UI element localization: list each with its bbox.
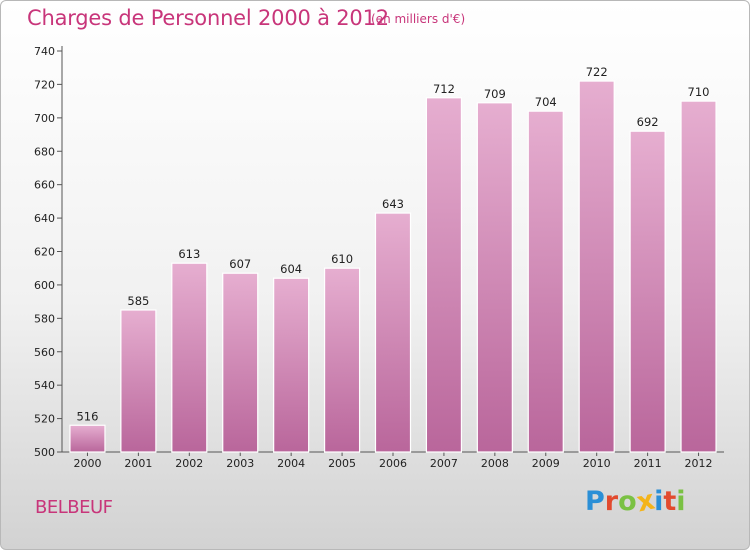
logo-letter: i	[676, 486, 686, 517]
logo-letter: i	[654, 486, 664, 517]
y-tick-label: 600	[34, 279, 55, 292]
x-tick-label: 2006	[379, 457, 407, 470]
data-label-2005: 610	[331, 252, 353, 266]
data-label-2004: 604	[280, 262, 302, 276]
bar-2004	[273, 277, 310, 453]
data-labels: 516 585 613 607 604 610 643 712 709 704 722 692 710	[76, 65, 709, 423]
data-label-2003: 607	[229, 257, 251, 271]
y-tick-label: 700	[34, 112, 55, 125]
bar-2007	[425, 97, 463, 453]
x-axis: 2000 2001 2002 2003 2004 2005 2006 2007 2008 2009…	[62, 451, 724, 470]
logo-letter: P	[585, 486, 605, 517]
bar-2003	[222, 272, 259, 453]
x-tick-label: 2002	[175, 457, 203, 470]
bar-2005	[323, 267, 361, 453]
data-label-2012: 710	[688, 85, 710, 99]
chart-title: Charges de Personnel 2000 à 2012	[27, 6, 389, 30]
y-tick-label: 500	[34, 446, 55, 459]
y-tick-label: 580	[34, 312, 55, 325]
x-tick-label: 2007	[430, 457, 458, 470]
data-label-2010: 722	[586, 65, 608, 79]
bar-2001	[120, 309, 157, 453]
data-label-2000: 516	[76, 409, 98, 423]
bar-2011	[629, 130, 666, 453]
y-axis: 500 520 540 560 580 600 620 640 660 680 700 720 740	[34, 45, 63, 459]
x-tick-label: 2004	[277, 457, 305, 470]
bar-2002	[171, 262, 208, 453]
bars	[69, 80, 717, 453]
x-tick-label: 2008	[481, 457, 509, 470]
bar-2008	[476, 102, 513, 453]
x-tick-label: 2009	[532, 457, 560, 470]
bar-2006	[374, 212, 412, 453]
y-tick-label: 720	[34, 78, 55, 91]
x-tick-label: 2001	[124, 457, 152, 470]
y-tick-label: 520	[34, 413, 55, 426]
chart-subtitle: (en milliers d'€)	[371, 12, 466, 26]
y-tick-label: 640	[34, 212, 55, 225]
x-tick-label: 2012	[685, 457, 713, 470]
x-tick-label: 2003	[226, 457, 254, 470]
bar-2010	[578, 80, 615, 453]
x-tick-label: 2005	[328, 457, 356, 470]
x-tick-label: 2000	[73, 457, 101, 470]
y-tick-label: 560	[34, 346, 55, 359]
y-tick-label: 680	[34, 145, 55, 158]
data-label-2007: 712	[433, 82, 455, 96]
data-label-2008: 709	[484, 87, 506, 101]
data-label-2002: 613	[178, 247, 200, 261]
commune-name: BELBEUF	[35, 497, 113, 518]
y-tick-label: 540	[34, 379, 55, 392]
logo-letter: t	[663, 486, 677, 517]
data-label-2011: 692	[637, 115, 659, 129]
y-tick-label: 660	[34, 179, 55, 192]
x-tick-label: 2011	[634, 457, 662, 470]
proxiti-logo[interactable]: Proxiti	[585, 485, 686, 519]
y-tick-label: 740	[34, 45, 55, 58]
bar-2012	[680, 100, 717, 453]
data-label-2009: 704	[535, 95, 557, 109]
bar-2000	[69, 424, 106, 453]
x-tick-label: 2010	[583, 457, 611, 470]
logo-letter: r	[604, 486, 619, 517]
y-tick-label: 620	[34, 246, 55, 259]
bar-2009	[527, 110, 564, 453]
data-label-2001: 585	[127, 294, 149, 308]
logo-letter: o	[618, 486, 637, 517]
data-label-2006: 643	[382, 197, 404, 211]
